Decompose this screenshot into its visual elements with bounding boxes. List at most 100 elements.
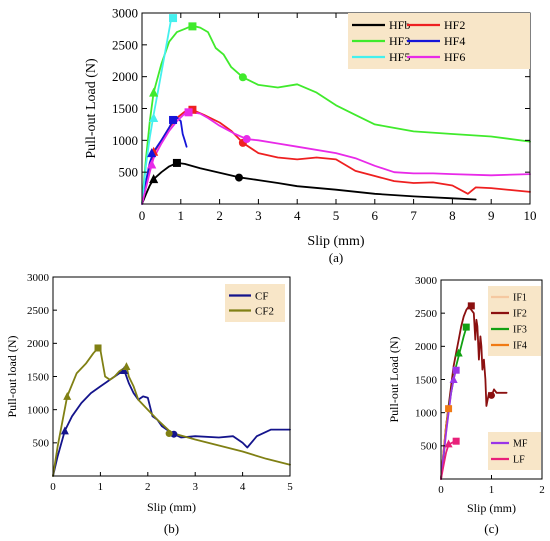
x-tick-label: 7 [410,208,417,223]
panel-label: (b) [164,521,179,536]
data-point-hf3-1 [188,22,197,31]
legend-label-if4: IF4 [513,341,527,352]
data-point-mf-1 [452,366,460,374]
data-point-hf6-2 [242,135,251,144]
x-axis-label: Slip (mm) [467,501,516,515]
panel-label: (c) [484,521,498,536]
legend-label-cf2: CF2 [255,305,274,317]
data-point-hf6-1 [184,108,193,117]
y-tick-label: 2500 [27,305,50,317]
legend-box [488,432,541,470]
y-axis-label: Pull-out Load (N) [84,58,99,159]
data-point-hf4-1 [169,115,178,124]
panel-label: (a) [329,250,343,265]
x-axis-label: Slip (mm) [147,500,196,514]
series-line-cf2 [52,347,291,477]
data-point-cf2-0 [63,392,72,400]
x-tick-label: 10 [524,208,537,223]
series-line-hf3 [141,24,531,205]
y-tick-label: 2000 [112,69,138,84]
y-tick-label: 1500 [27,371,50,383]
data-point-hf3-0 [149,87,159,97]
legend-label-mf: MF [513,439,528,450]
data-point-hf5-0 [149,113,159,123]
y-tick-label: 500 [33,438,50,450]
series-line-hf6 [141,111,531,205]
legend-label-if1: IF1 [513,293,527,304]
data-point-if2-0 [467,302,475,310]
x-tick-label: 5 [333,208,340,223]
x-tick-label: 3 [255,208,262,223]
y-tick-label: 1500 [112,101,138,116]
y-tick-label: 1000 [415,408,438,420]
chart-panel-b: 0 1 2 3 4 5 500 1000 1500 2000 2500 3000 Slip (mm) Pu… [5,272,293,536]
data-point-lf-0 [444,439,453,448]
series-line-hf5 [141,15,176,205]
y-tick-label: 2500 [112,37,138,52]
x-tick-label: 0 [438,484,444,496]
x-tick-label: 8 [449,208,456,223]
data-point-lf-1 [452,437,460,445]
x-tick-label: 5 [287,481,293,493]
y-tick-label: 3000 [112,6,138,21]
data-point-if2-1 [488,391,495,399]
y-tick-label: 500 [421,441,438,453]
legend-label-hf3: HF3 [389,34,410,48]
legend-label-lf: LF [513,455,525,466]
legend-label-if2: IF2 [513,309,527,320]
y-tick-label: 3000 [415,275,438,287]
x-tick-label: 2 [216,208,223,223]
legend-label-if3: IF3 [513,325,527,336]
y-tick-label: 2500 [415,308,438,320]
x-tick-label: 3 [192,481,198,493]
x-tick-label: 6 [372,208,379,223]
x-tick-label: 4 [294,208,301,223]
x-tick-label: 0 [50,481,56,493]
data-point-if3-0 [454,348,463,357]
data-point-hfb-0 [149,174,159,184]
chart-panel-a: 0 1 2 3 4 5 6 7 8 9 10 500 1000 1500 2000 2500 3000 Slip … [84,6,537,265]
series-line-cf [52,369,291,477]
y-tick-label: 1000 [112,133,138,148]
legend-label-hf6: HF6 [444,50,465,64]
legend-label-hf4: HF4 [444,34,465,48]
y-tick-label: 2000 [415,341,438,353]
y-tick-label: 500 [119,165,139,180]
x-axis-label: Slip (mm) [307,234,365,249]
x-tick-label: 4 [240,481,246,493]
data-point-if3-1 [462,323,470,331]
x-tick-label: 0 [139,208,146,223]
legend-label-cf: CF [255,290,268,302]
data-point-hfb-2 [235,173,243,182]
y-tick-label: 1500 [415,374,438,386]
data-point-hf5-1 [169,14,178,23]
y-tick-label: 1000 [27,405,50,417]
x-tick-label: 2 [145,481,151,493]
x-tick-label: 9 [488,208,495,223]
y-tick-label: 3000 [27,272,50,284]
x-tick-label: 1 [98,481,104,493]
data-point-if4-0 [445,405,453,413]
data-point-hf6-0 [147,159,157,169]
y-axis-label: Pull-out Load (N) [387,337,401,423]
y-tick-label: 2000 [27,338,50,350]
data-point-cf2-1 [94,344,102,352]
legend-label-hfb: HFb [389,18,410,32]
legend-label-hf2: HF2 [444,18,465,32]
legend-label-hf5: HF5 [389,50,410,64]
data-point-hf4-0 [147,148,157,158]
data-point-cf2-3 [165,430,173,438]
x-tick-label: 1 [489,484,495,496]
legend-box [225,284,285,322]
y-axis-label: Pull-out load (N) [5,336,19,418]
x-tick-label: 2 [539,484,545,496]
data-point-cf-0 [60,426,69,435]
data-point-hfb-1 [172,158,181,167]
data-point-hf3-2 [238,73,247,82]
x-tick-label: 1 [178,208,185,223]
data-point-cf2-2 [122,362,131,371]
data-point-mf-0 [449,375,458,383]
data-point-cf-1 [120,366,129,375]
